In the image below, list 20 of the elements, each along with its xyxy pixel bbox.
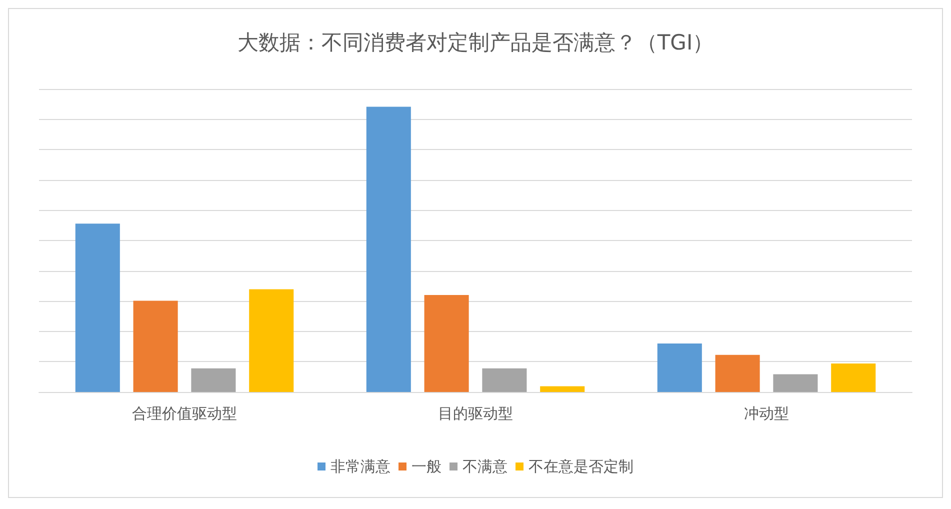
- bar: [366, 106, 411, 392]
- legend-label: 非常满意: [330, 458, 390, 476]
- x-tick-label: 合理价值驱动型: [132, 404, 237, 422]
- chart-title: 大数据：不同消费者对定制产品是否满意？（TGI）: [237, 30, 714, 54]
- bar: [540, 386, 585, 392]
- bar: [191, 368, 236, 392]
- bar: [133, 300, 178, 392]
- legend-label: 不在意是否定制: [528, 458, 634, 476]
- x-tick-label: 冲动型: [744, 404, 789, 422]
- bar: [424, 294, 469, 392]
- legend-label: 不满意: [462, 458, 508, 476]
- bar: [657, 343, 702, 392]
- bar: [773, 374, 818, 392]
- bar: [75, 224, 120, 392]
- bar: [482, 368, 527, 392]
- bar: [831, 363, 876, 392]
- bar: [249, 289, 294, 392]
- bar: [715, 354, 760, 392]
- x-tick-label: 目的驱动型: [438, 404, 513, 422]
- legend-label: 一般: [412, 458, 442, 476]
